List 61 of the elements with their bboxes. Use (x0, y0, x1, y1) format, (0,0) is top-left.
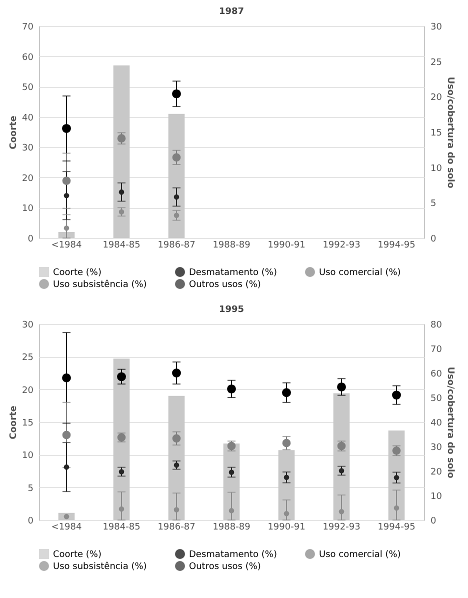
y-tick-label: 20 (22, 174, 34, 184)
y-tick-label: 15 (22, 418, 34, 428)
y2-tick-label: 20 (430, 93, 442, 104)
chart-title: 1987 (218, 7, 244, 17)
x-tick-label: 1994-95 (378, 522, 416, 532)
y-tick-label: 50 (22, 83, 34, 94)
y2-tick-label: 10 (430, 164, 442, 174)
y-tick-label: 30 (22, 320, 34, 330)
legend-label: Desmatamento (%) (189, 268, 277, 278)
x-tick-label: 1990-91 (268, 522, 306, 532)
y-tick-label: 30 (22, 144, 34, 154)
y2-tick-label: 20 (430, 468, 442, 478)
legend-label: Uso comercial (%) (319, 268, 401, 278)
x-tick-label: 1992-93 (322, 240, 360, 250)
y2-tick-label: 0 (430, 516, 436, 526)
y-tick-label: 0 (28, 234, 34, 244)
y2-tick-label: 30 (430, 22, 442, 32)
y2-tick-label: 30 (430, 443, 442, 453)
y-tick-label: 70 (22, 22, 34, 32)
y-tick-label: 60 (22, 52, 34, 63)
legend-label: Uso subsistência (%) (53, 561, 147, 572)
y2-tick-label: 5 (430, 199, 436, 210)
y2-tick-label: 70 (430, 345, 442, 355)
y-tick-label: 0 (28, 516, 34, 526)
x-tick-label: 1984-85 (102, 522, 140, 532)
y-axis-title: Coorte (9, 406, 20, 440)
x-tick-label: 1984-85 (102, 240, 140, 250)
x-tick-label: 1988-89 (212, 522, 251, 532)
x-tick-label: 1986-87 (158, 240, 196, 250)
legend-label: Coorte (%) (53, 550, 102, 560)
y-tick-label: 5 (28, 484, 34, 494)
legend-label: Uso comercial (%) (319, 550, 401, 560)
legend-label: Outros usos (%) (189, 280, 261, 290)
y-tick-label: 10 (22, 204, 34, 214)
y2-tick-label: 40 (430, 418, 442, 428)
legend-label: Uso subsistência (%) (53, 279, 147, 290)
y2-axis-title: Uso/cobertura do solo (444, 76, 455, 188)
y2-tick-label: 15 (430, 128, 442, 138)
y-tick-label: 40 (22, 113, 34, 124)
x-tick-label: 1992-93 (322, 522, 360, 532)
chart-title: 1995 (218, 305, 244, 315)
legend-label: Outros usos (%) (189, 562, 261, 572)
x-tick-label: 1990-91 (268, 240, 306, 250)
y2-tick-label: 60 (430, 370, 442, 380)
y2-tick-label: 25 (430, 58, 442, 68)
y2-tick-label: 0 (430, 234, 436, 244)
y2-tick-label: 50 (430, 394, 442, 404)
legend-label: Desmatamento (%) (189, 550, 277, 560)
x-tick-label: 1994-95 (378, 240, 416, 250)
y2-tick-label: 80 (430, 320, 442, 330)
y-tick-label: 10 (22, 451, 34, 462)
y2-tick-label: 10 (430, 492, 442, 502)
legend-label: Coorte (%) (53, 268, 102, 278)
x-tick-label: <1984 (51, 240, 82, 250)
x-tick-label: 1988-89 (212, 240, 251, 250)
y2-axis-title: Uso/cobertura do solo (444, 366, 455, 478)
y-axis-title: Coorte (9, 116, 20, 150)
x-tick-label: <1984 (51, 522, 82, 532)
y-tick-label: 20 (22, 386, 34, 396)
y-tick-label: 25 (22, 353, 34, 364)
x-tick-label: 1986-87 (158, 522, 196, 532)
